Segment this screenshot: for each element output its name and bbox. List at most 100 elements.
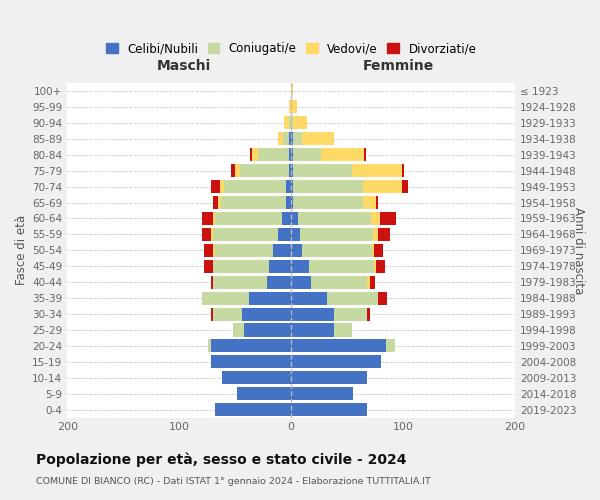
Bar (291, 292, 327, 304)
Bar (222, 372, 291, 384)
Bar (213, 276, 266, 288)
Bar (289, 116, 291, 130)
Bar (291, 387, 353, 400)
Bar (293, 116, 307, 130)
Bar (293, 164, 352, 177)
Bar (250, 148, 252, 161)
Bar (224, 180, 286, 193)
Bar (213, 228, 278, 241)
Bar (213, 212, 215, 225)
Bar (291, 276, 311, 288)
Bar (291, 308, 334, 320)
Bar (293, 132, 302, 145)
Y-axis label: Fasce di età: Fasce di età (15, 216, 28, 286)
Bar (211, 228, 213, 241)
Bar (284, 116, 289, 130)
Bar (291, 340, 386, 352)
Bar (213, 308, 242, 320)
Bar (211, 340, 291, 352)
Text: Femmine: Femmine (363, 59, 434, 73)
Bar (379, 228, 389, 241)
Bar (334, 324, 352, 336)
Bar (213, 196, 218, 209)
Bar (289, 100, 291, 114)
Bar (364, 148, 366, 161)
Bar (322, 148, 364, 161)
Bar (215, 403, 291, 416)
Bar (238, 387, 291, 400)
Bar (202, 212, 213, 225)
Bar (291, 372, 367, 384)
Bar (278, 228, 291, 241)
Bar (380, 212, 397, 225)
Bar (334, 308, 367, 320)
Text: COMUNE DI BIANCO (RC) - Dati ISTAT 1° gennaio 2024 - Elaborazione TUTTITALIA.IT: COMUNE DI BIANCO (RC) - Dati ISTAT 1° ge… (36, 477, 431, 486)
Bar (371, 212, 380, 225)
Legend: Celibi/Nubili, Coniugati/e, Vedovi/e, Divorziati/e: Celibi/Nubili, Coniugati/e, Vedovi/e, Di… (106, 42, 476, 55)
Bar (213, 260, 269, 273)
Bar (402, 180, 407, 193)
Bar (291, 324, 334, 336)
Bar (257, 148, 289, 161)
Bar (291, 196, 293, 209)
Bar (233, 324, 244, 336)
Bar (291, 228, 300, 241)
Bar (211, 356, 291, 368)
Bar (374, 260, 376, 273)
Bar (386, 340, 395, 352)
Bar (291, 260, 309, 273)
Y-axis label: Anni di nascita: Anni di nascita (572, 206, 585, 294)
Bar (302, 244, 372, 257)
Bar (266, 276, 291, 288)
Bar (293, 196, 363, 209)
Bar (248, 292, 291, 304)
Bar (208, 340, 211, 352)
Bar (291, 148, 293, 161)
Bar (211, 308, 213, 320)
Bar (293, 180, 363, 193)
Text: Maschi: Maschi (157, 59, 211, 73)
Bar (202, 292, 248, 304)
Bar (215, 212, 282, 225)
Bar (370, 276, 375, 288)
Bar (289, 148, 291, 161)
Bar (204, 260, 213, 273)
Bar (273, 244, 291, 257)
Bar (269, 260, 291, 273)
Bar (309, 260, 374, 273)
Bar (204, 244, 213, 257)
Bar (300, 228, 373, 241)
Bar (379, 292, 388, 304)
Bar (291, 116, 293, 130)
Bar (252, 148, 257, 161)
Bar (221, 196, 286, 209)
Bar (291, 403, 367, 416)
Bar (298, 212, 371, 225)
Bar (286, 196, 291, 209)
Bar (376, 196, 379, 209)
Bar (278, 132, 283, 145)
Bar (291, 244, 302, 257)
Bar (291, 164, 293, 177)
Bar (235, 164, 239, 177)
Bar (286, 180, 291, 193)
Bar (302, 132, 334, 145)
Bar (231, 164, 235, 177)
Bar (327, 292, 379, 304)
Bar (289, 164, 291, 177)
Bar (372, 244, 374, 257)
Bar (311, 276, 367, 288)
Bar (213, 244, 215, 257)
Bar (367, 276, 370, 288)
Bar (352, 164, 402, 177)
Bar (218, 196, 221, 209)
Bar (211, 180, 220, 193)
Bar (376, 260, 385, 273)
Bar (291, 132, 293, 145)
Bar (244, 324, 291, 336)
Bar (402, 164, 404, 177)
Bar (291, 100, 297, 114)
Bar (289, 132, 291, 145)
Bar (363, 196, 376, 209)
Bar (202, 228, 211, 241)
